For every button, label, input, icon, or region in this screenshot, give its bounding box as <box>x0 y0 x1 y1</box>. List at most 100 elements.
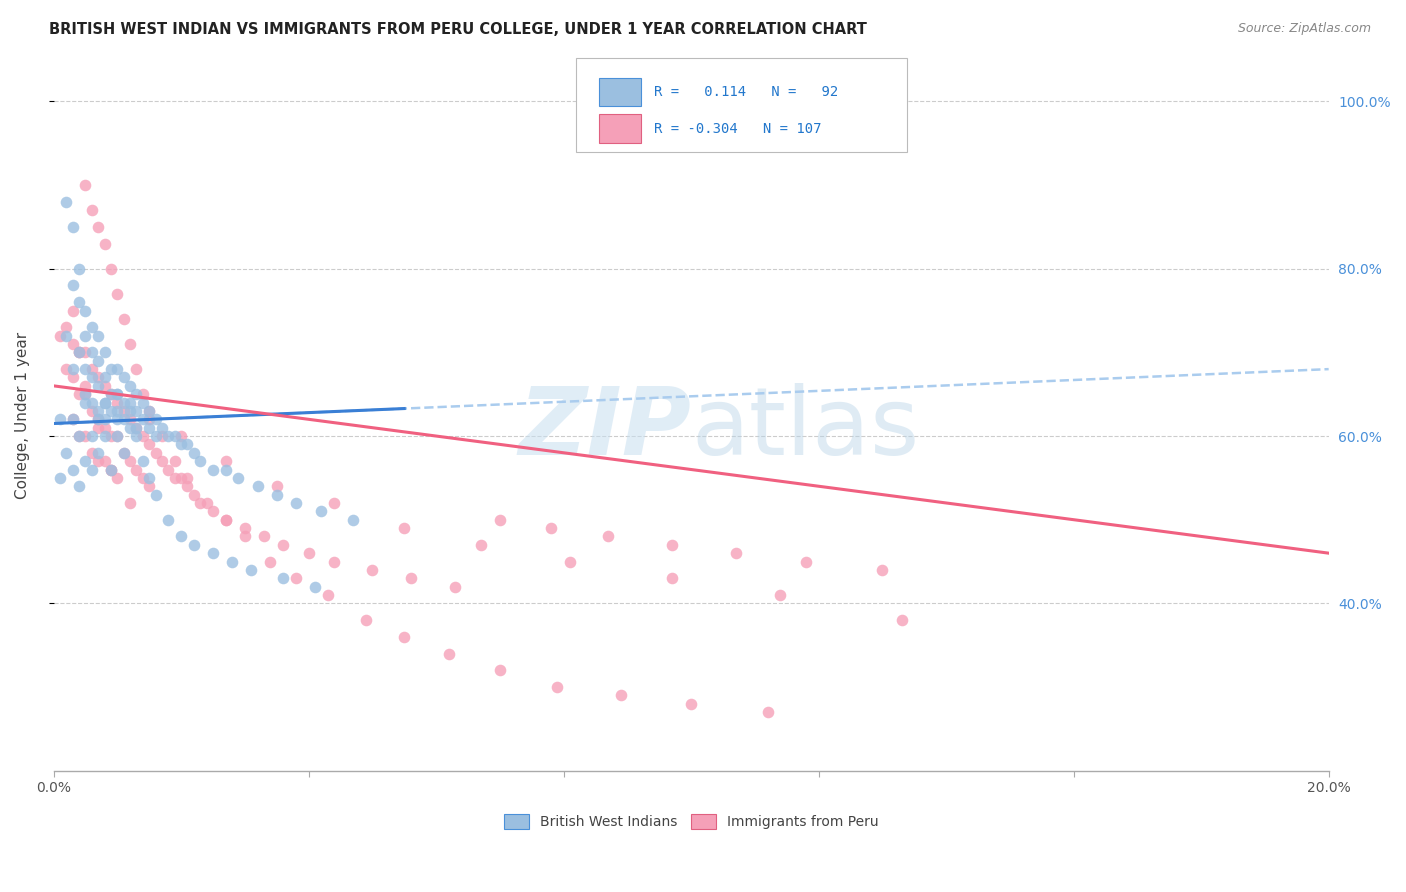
Point <box>201 546 224 560</box>
Point <box>67 345 90 359</box>
Point <box>105 404 128 418</box>
Point <box>105 471 128 485</box>
Point <box>394 521 416 535</box>
Point <box>75 328 97 343</box>
Point <box>93 345 115 359</box>
Point <box>67 345 90 359</box>
Point <box>112 446 135 460</box>
Point <box>598 529 620 543</box>
Point <box>183 446 205 460</box>
Point <box>55 320 77 334</box>
Point <box>100 462 122 476</box>
Point <box>87 379 110 393</box>
Point <box>87 353 110 368</box>
Point <box>271 571 294 585</box>
Point <box>253 529 276 543</box>
Point <box>49 328 72 343</box>
Point <box>394 630 416 644</box>
Point <box>756 705 779 719</box>
Point <box>221 555 243 569</box>
Point <box>112 412 135 426</box>
Point <box>176 471 198 485</box>
Point <box>354 613 377 627</box>
Point <box>67 479 90 493</box>
Point <box>62 278 84 293</box>
Point <box>100 362 122 376</box>
Point <box>284 496 307 510</box>
Point <box>323 496 346 510</box>
Point <box>80 462 103 476</box>
Point <box>470 538 492 552</box>
Point <box>112 395 135 409</box>
Point <box>87 454 110 468</box>
Point <box>240 563 263 577</box>
Point <box>55 328 77 343</box>
Point <box>80 370 103 384</box>
Point <box>201 504 224 518</box>
Point <box>323 555 346 569</box>
Point <box>112 370 135 384</box>
Point <box>80 203 103 218</box>
Text: Source: ZipAtlas.com: Source: ZipAtlas.com <box>1237 22 1371 36</box>
Point <box>188 454 211 468</box>
Point <box>93 429 115 443</box>
Point <box>125 420 148 434</box>
Point <box>105 387 128 401</box>
Point <box>67 387 90 401</box>
Point <box>150 429 173 443</box>
Point <box>80 446 103 460</box>
Point <box>138 412 160 426</box>
Point <box>316 588 339 602</box>
Text: R = -0.304   N = 107: R = -0.304 N = 107 <box>654 121 821 136</box>
Point <box>62 303 84 318</box>
Point <box>62 337 84 351</box>
Point <box>132 412 155 426</box>
Point <box>93 412 115 426</box>
Point <box>80 429 103 443</box>
Point <box>872 563 894 577</box>
Point <box>228 471 250 485</box>
Point <box>75 429 97 443</box>
Point <box>62 362 84 376</box>
Point <box>120 412 142 426</box>
Point <box>145 446 167 460</box>
Point <box>284 571 307 585</box>
Point <box>93 454 115 468</box>
Point <box>105 387 128 401</box>
Point <box>233 529 256 543</box>
Point <box>150 454 173 468</box>
Point <box>62 370 84 384</box>
Point <box>132 471 155 485</box>
Point <box>170 471 193 485</box>
Point <box>437 647 460 661</box>
Point <box>100 387 122 401</box>
Point <box>62 412 84 426</box>
Point <box>215 513 238 527</box>
Point <box>546 680 568 694</box>
Point <box>304 580 326 594</box>
Point <box>183 487 205 501</box>
Point <box>120 337 142 351</box>
Point <box>132 429 155 443</box>
Point <box>794 555 817 569</box>
Point <box>724 546 747 560</box>
Point <box>87 404 110 418</box>
Point <box>67 429 90 443</box>
Point <box>93 420 115 434</box>
Point <box>215 513 238 527</box>
Point <box>55 194 77 209</box>
Point <box>610 689 633 703</box>
Legend: British West Indians, Immigrants from Peru: British West Indians, Immigrants from Pe… <box>498 809 884 835</box>
Point <box>120 454 142 468</box>
Point <box>125 462 148 476</box>
Y-axis label: College, Under 1 year: College, Under 1 year <box>15 332 30 499</box>
Point <box>87 446 110 460</box>
Point <box>661 571 683 585</box>
Point <box>132 387 155 401</box>
Point <box>105 362 128 376</box>
Text: ZIP: ZIP <box>519 384 692 475</box>
Point <box>489 663 512 677</box>
Point <box>67 345 90 359</box>
Point <box>540 521 562 535</box>
Point <box>75 362 97 376</box>
